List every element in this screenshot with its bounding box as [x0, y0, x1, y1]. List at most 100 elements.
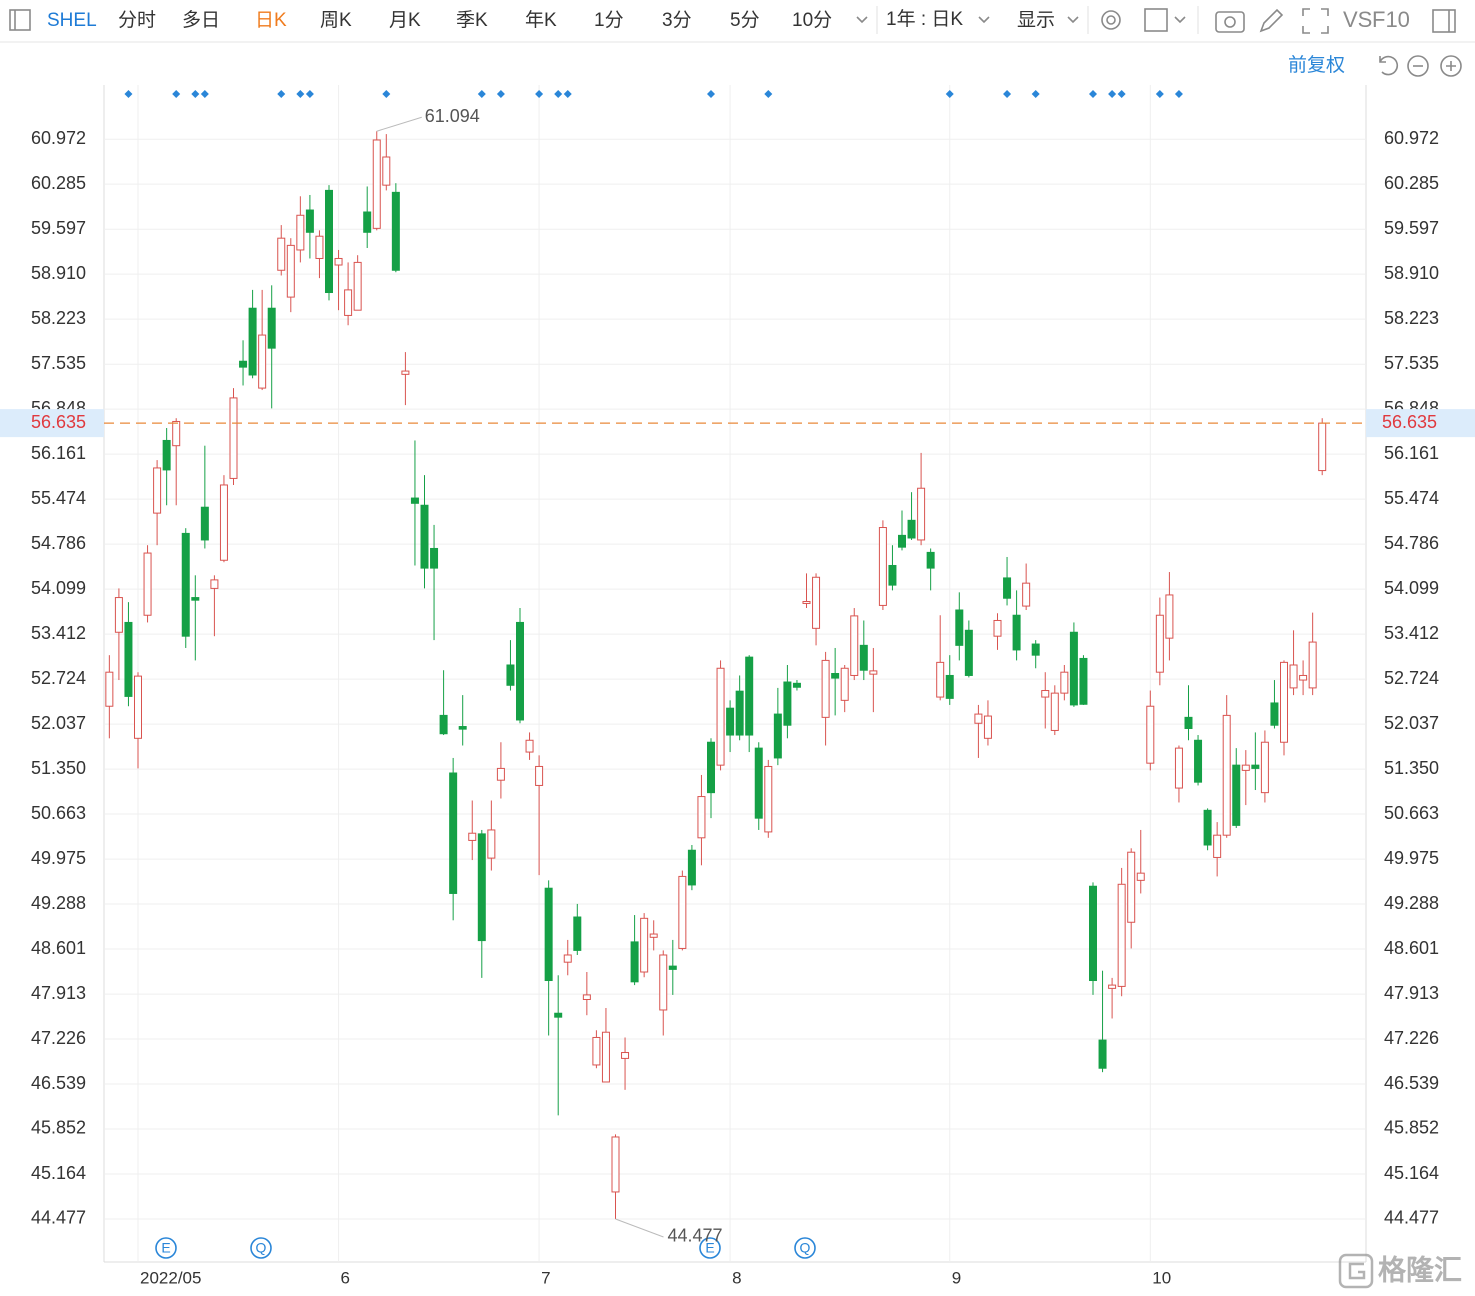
fullscreen-icon[interactable]	[1302, 8, 1329, 34]
y-tick-label: 60.972	[31, 128, 86, 148]
candle	[878, 520, 887, 611]
display-select[interactable]: 显示	[1017, 10, 1055, 31]
period-tab[interactable]: 5分	[730, 9, 760, 31]
candle	[955, 592, 964, 661]
candle-body	[1031, 643, 1040, 656]
event-marker[interactable]	[477, 90, 486, 98]
f10-button[interactable]: F10	[1372, 7, 1410, 32]
watermark: 格隆汇	[1338, 1253, 1462, 1289]
candle	[172, 418, 181, 506]
candle	[668, 939, 677, 995]
event-marker[interactable]	[191, 90, 200, 98]
event-icon[interactable]	[155, 1237, 177, 1259]
candle	[945, 655, 954, 705]
candle-body	[945, 674, 954, 699]
shape-chevron[interactable]	[1174, 16, 1186, 24]
candle-body	[334, 257, 343, 266]
candle-body	[200, 506, 209, 541]
symbol[interactable]: SHEL	[47, 10, 97, 31]
candle-body	[926, 551, 935, 569]
candle-body	[181, 532, 190, 637]
event-marker[interactable]	[563, 90, 572, 98]
event-marker[interactable]	[1031, 90, 1040, 98]
event-marker[interactable]	[124, 90, 133, 98]
y-tick-label-right: 52.037	[1384, 713, 1439, 733]
period-tab[interactable]: 分时	[118, 9, 156, 31]
candle-body	[1165, 594, 1174, 639]
event-marker[interactable]	[296, 90, 305, 98]
event-marker[interactable]	[496, 90, 505, 98]
vs-button[interactable]: VS	[1343, 7, 1372, 32]
x-tick-label: 8	[732, 1268, 741, 1287]
range-chevron[interactable]	[978, 16, 990, 24]
last-price-label: 56.635	[31, 412, 86, 432]
event-marker[interactable]	[1003, 90, 1012, 98]
candle-body	[239, 360, 248, 368]
candle	[1136, 829, 1145, 894]
candle	[563, 939, 572, 976]
camera-icon[interactable]	[1215, 11, 1245, 33]
event-marker[interactable]	[200, 90, 209, 98]
event-marker[interactable]	[172, 90, 181, 98]
adjust-button[interactable]: 前复权	[1288, 54, 1345, 76]
candle-body	[191, 597, 200, 601]
event-marker[interactable]	[1117, 90, 1126, 98]
pencil-icon[interactable]	[1259, 8, 1284, 33]
shape-icon[interactable]	[1144, 8, 1168, 32]
panel-icon[interactable]	[1432, 9, 1456, 33]
candle-body	[630, 941, 639, 983]
candle-body	[745, 656, 754, 736]
period-tab[interactable]: 1分	[594, 9, 624, 31]
candle	[1194, 735, 1203, 786]
event-icon[interactable]	[699, 1237, 721, 1259]
candle	[496, 742, 505, 799]
candle	[554, 975, 563, 1116]
candle-body	[1117, 883, 1126, 987]
candle	[1146, 690, 1155, 771]
event-marker[interactable]	[535, 90, 544, 98]
event-icon[interactable]	[794, 1237, 816, 1259]
period-tab[interactable]: 多日	[182, 9, 220, 31]
reset-icon[interactable]	[1379, 55, 1399, 76]
candle-body	[363, 211, 372, 233]
candle	[850, 608, 859, 681]
event-marker[interactable]	[554, 90, 563, 98]
event-marker[interactable]	[1155, 90, 1164, 98]
display-chevron[interactable]	[1067, 16, 1079, 24]
more-chevron[interactable]	[856, 16, 868, 24]
event-marker[interactable]	[277, 90, 286, 98]
period-tab[interactable]: 月K	[389, 10, 421, 31]
event-marker[interactable]	[1089, 90, 1097, 98]
period-tab[interactable]: 10分	[792, 9, 832, 31]
sidebar-toggle[interactable]	[9, 9, 31, 31]
event-marker[interactable]	[305, 90, 314, 98]
event-marker[interactable]	[707, 90, 715, 98]
range-select[interactable]: 1年 : 日K	[886, 8, 963, 30]
candle	[735, 675, 744, 741]
period-tab[interactable]: 季K	[456, 9, 488, 31]
period-tab[interactable]: 3分	[662, 9, 692, 31]
candle	[831, 647, 840, 716]
candle	[1098, 970, 1107, 1073]
event-icon[interactable]	[250, 1237, 272, 1259]
period-tab[interactable]: 日K	[255, 10, 287, 31]
event-marker[interactable]	[945, 90, 954, 98]
event-marker[interactable]	[764, 90, 773, 98]
event-marker[interactable]	[1174, 90, 1183, 98]
candle-body	[114, 597, 123, 633]
period-tab[interactable]: 周K	[320, 10, 352, 31]
candle-body	[1184, 716, 1193, 729]
event-marker[interactable]	[382, 90, 391, 98]
period-tab[interactable]: 年K	[525, 9, 557, 31]
candle-body	[1060, 671, 1069, 694]
zoom-out-icon[interactable]	[1407, 55, 1429, 77]
event-marker[interactable]	[1108, 90, 1117, 98]
candle	[153, 460, 162, 546]
candle-body	[678, 875, 687, 949]
zoom-in-icon[interactable]	[1440, 55, 1462, 77]
settings-icon[interactable]	[1101, 10, 1121, 30]
candle	[210, 575, 219, 637]
candle	[420, 475, 429, 589]
candle	[372, 131, 381, 231]
